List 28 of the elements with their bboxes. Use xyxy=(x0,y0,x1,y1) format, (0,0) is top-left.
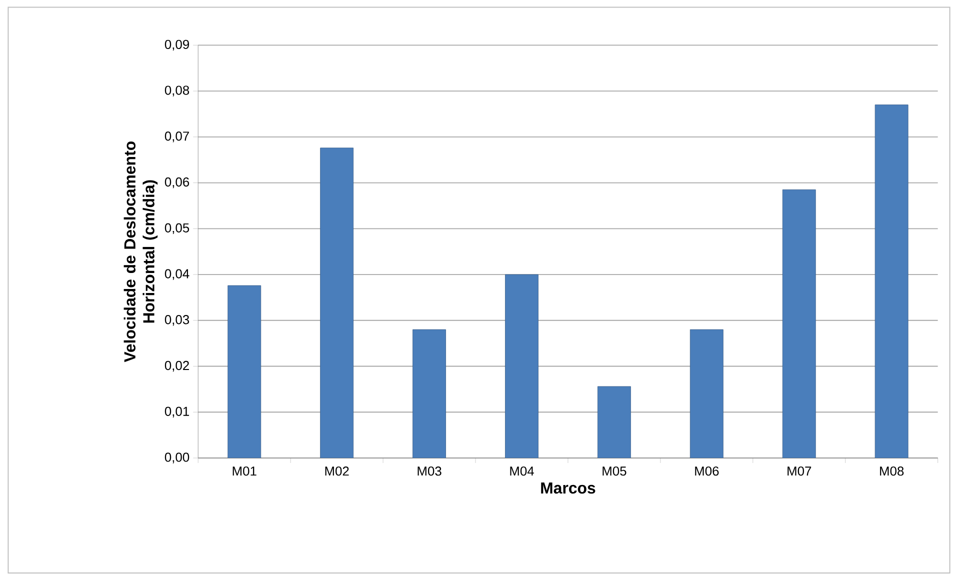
bar xyxy=(598,386,631,458)
bar xyxy=(505,274,538,458)
x-tick-label: M08 xyxy=(880,466,904,476)
y-tick-label: 0,02 xyxy=(164,360,189,372)
bar xyxy=(228,285,262,458)
x-tick-label: M05 xyxy=(602,466,626,476)
y-tick-label: 0,04 xyxy=(164,269,190,280)
x-tick-label: M02 xyxy=(325,466,349,476)
y-tick-label: 0,00 xyxy=(164,452,190,464)
y-tick-label: 0,08 xyxy=(164,86,190,96)
y-tick-label: 0,01 xyxy=(164,406,189,418)
y-tick-label: 0,03 xyxy=(164,314,190,326)
bar xyxy=(874,104,908,458)
bar xyxy=(782,189,816,458)
x-axis-title: Marcos xyxy=(541,482,596,494)
y-tick-label: 0,09 xyxy=(164,40,189,50)
x-tick-label: M06 xyxy=(695,466,719,476)
x-tick-label: M07 xyxy=(788,466,812,476)
y-axis-title: Velocidade de Deslocamento Horizontal (cm/dia) xyxy=(124,141,158,362)
bar xyxy=(320,148,354,458)
y-tick-label: 0,07 xyxy=(164,131,189,142)
x-tick-label: M01 xyxy=(232,466,256,476)
y-tick-label: 0,05 xyxy=(164,223,190,234)
x-tick-label: M03 xyxy=(418,466,442,476)
bar xyxy=(690,329,724,458)
x-tick-label: M04 xyxy=(510,466,534,476)
y-tick-label: 0,06 xyxy=(164,177,190,188)
bar xyxy=(412,329,446,458)
